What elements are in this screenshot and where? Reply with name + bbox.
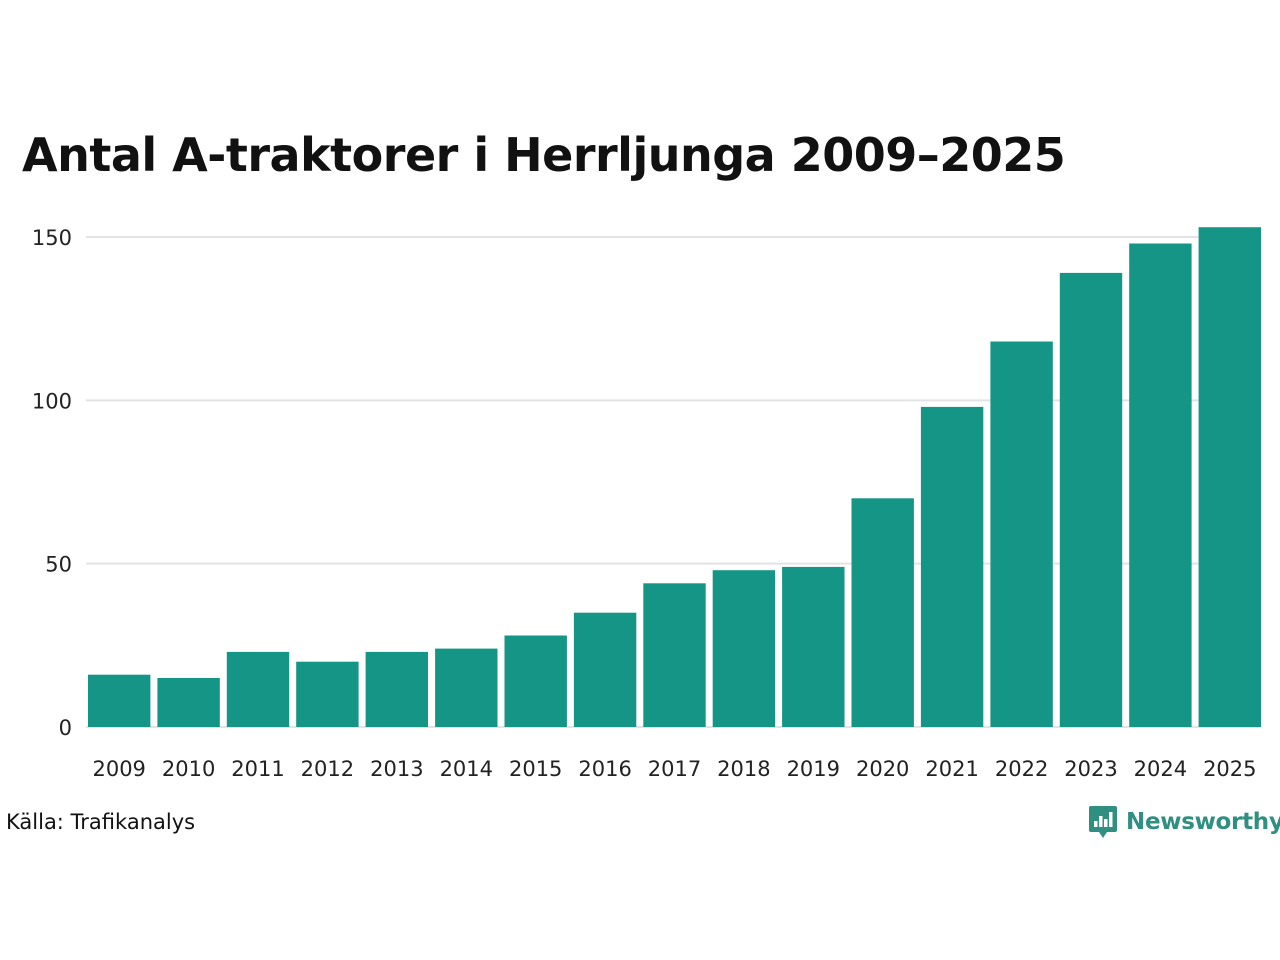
bar-2025	[1198, 227, 1261, 727]
x-tick-label: 2015	[509, 757, 562, 781]
chart-title: Antal A-traktorer i Herrljunga 2009–2025	[22, 128, 1066, 182]
newsworthy-chart-icon	[1089, 806, 1117, 838]
y-tick-label: 100	[32, 389, 72, 413]
bar-2015	[504, 635, 567, 727]
x-tick-label: 2020	[856, 757, 909, 781]
bar-2017	[643, 583, 706, 727]
x-tick-label: 2010	[162, 757, 215, 781]
x-tick-label: 2021	[925, 757, 978, 781]
y-axis-ticks: 0 50 100 150	[32, 226, 72, 740]
bar-2020	[851, 498, 914, 727]
bars	[88, 227, 1261, 727]
bar-2023	[1059, 272, 1123, 727]
x-tick-label: 2013	[370, 757, 423, 781]
bar-2010	[157, 678, 220, 727]
bar-2013	[365, 651, 428, 727]
x-tick-label: 2019	[787, 757, 840, 781]
y-tick-label: 50	[45, 553, 72, 577]
bar-2018	[712, 570, 776, 727]
x-axis-ticks: 2009 2010 2011 2012 2013 2014 2015 2016 2017 2018…	[92, 757, 1256, 781]
bar-2011	[226, 651, 290, 727]
newsworthy-logo: Newsworthy	[1088, 804, 1280, 840]
bar-2022	[990, 341, 1053, 727]
x-tick-label: 2017	[648, 757, 701, 781]
bar-2014	[435, 648, 498, 727]
x-tick-label: 2025	[1203, 757, 1256, 781]
x-tick-label: 2014	[440, 757, 493, 781]
x-tick-label: 2022	[995, 757, 1048, 781]
x-tick-label: 2023	[1064, 757, 1117, 781]
bar-2009	[88, 674, 151, 727]
x-tick-label: 2012	[301, 757, 354, 781]
bar-2012	[296, 661, 359, 727]
x-tick-label: 2016	[578, 757, 631, 781]
x-tick-label: 2024	[1134, 757, 1187, 781]
y-tick-label: 0	[59, 716, 72, 740]
bar-2016	[573, 612, 637, 727]
bar-2019	[782, 566, 845, 727]
y-tick-label: 150	[32, 226, 72, 250]
x-tick-label: 2011	[231, 757, 284, 781]
source-note: Källa: Trafikanalys	[6, 810, 196, 834]
x-tick-label: 2018	[717, 757, 770, 781]
bar-2021	[920, 406, 984, 727]
x-tick-label: 2009	[92, 757, 145, 781]
bar-2024	[1129, 243, 1192, 727]
logo-text: Newsworthy	[1126, 809, 1280, 835]
